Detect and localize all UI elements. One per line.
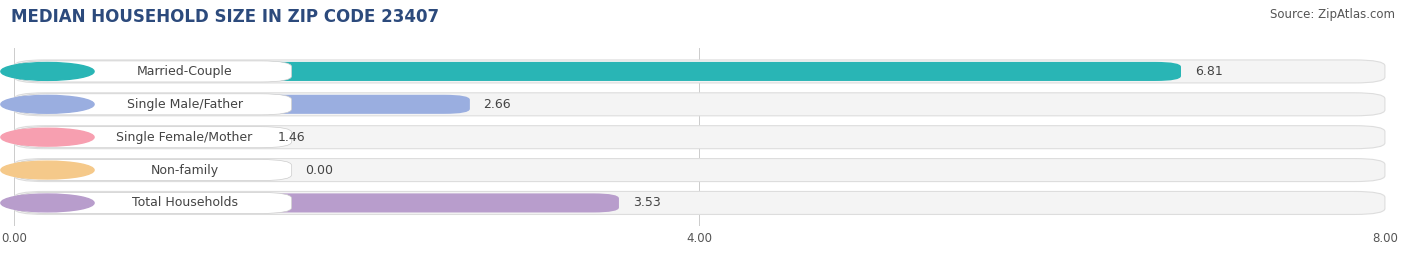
Text: 1.46: 1.46 — [278, 131, 305, 144]
Text: Single Male/Father: Single Male/Father — [127, 98, 243, 111]
Text: Source: ZipAtlas.com: Source: ZipAtlas.com — [1270, 8, 1395, 21]
Circle shape — [1, 95, 94, 113]
FancyBboxPatch shape — [17, 160, 291, 180]
Circle shape — [1, 161, 94, 179]
Text: 6.81: 6.81 — [1195, 65, 1222, 78]
Text: 2.66: 2.66 — [484, 98, 512, 111]
FancyBboxPatch shape — [17, 94, 291, 115]
FancyBboxPatch shape — [14, 126, 1385, 149]
FancyBboxPatch shape — [14, 95, 470, 114]
FancyBboxPatch shape — [14, 193, 619, 213]
FancyBboxPatch shape — [14, 128, 264, 147]
FancyBboxPatch shape — [14, 192, 1385, 214]
FancyBboxPatch shape — [14, 62, 1181, 81]
Text: Non-family: Non-family — [150, 164, 218, 176]
FancyBboxPatch shape — [14, 93, 1385, 116]
FancyBboxPatch shape — [14, 161, 79, 180]
FancyBboxPatch shape — [14, 158, 1385, 182]
Text: Single Female/Mother: Single Female/Mother — [117, 131, 253, 144]
FancyBboxPatch shape — [17, 127, 291, 148]
Text: Total Households: Total Households — [132, 196, 238, 210]
FancyBboxPatch shape — [14, 60, 1385, 83]
Text: MEDIAN HOUSEHOLD SIZE IN ZIP CODE 23407: MEDIAN HOUSEHOLD SIZE IN ZIP CODE 23407 — [11, 8, 439, 26]
Text: Married-Couple: Married-Couple — [136, 65, 232, 78]
Text: 0.00: 0.00 — [305, 164, 333, 176]
Circle shape — [1, 62, 94, 80]
Circle shape — [1, 194, 94, 212]
Text: 3.53: 3.53 — [633, 196, 661, 210]
FancyBboxPatch shape — [17, 61, 291, 82]
FancyBboxPatch shape — [17, 192, 291, 214]
Circle shape — [1, 128, 94, 146]
